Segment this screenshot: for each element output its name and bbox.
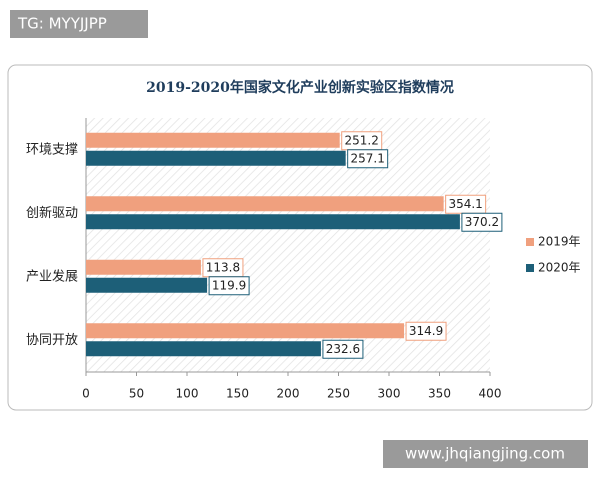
x-tick-label: 100 — [176, 387, 199, 401]
bar — [86, 132, 340, 148]
legend-label: 2020年 — [538, 261, 581, 275]
y-tick-label: 协同开放 — [26, 333, 78, 348]
y-tick-label: 产业发展 — [26, 268, 78, 284]
data-label-box — [347, 149, 389, 169]
data-label-box — [405, 321, 447, 341]
data-label: 257.1 — [350, 151, 384, 165]
x-tick-label: 400 — [479, 387, 502, 401]
bar — [86, 323, 405, 339]
data-label: 113.8 — [206, 260, 240, 274]
x-tick-label: 300 — [378, 387, 401, 401]
data-label: 119.9 — [212, 278, 246, 292]
x-tick-label: 350 — [428, 387, 451, 401]
x-tick-label: 0 — [82, 387, 90, 401]
legend-swatch — [526, 238, 534, 246]
x-tick-label: 200 — [277, 387, 300, 401]
data-label: 370.2 — [465, 215, 499, 229]
data-label-box — [322, 339, 364, 359]
data-label: 251.2 — [345, 133, 379, 147]
bar — [86, 150, 346, 166]
watermark-box — [10, 10, 148, 38]
x-tick-label: 150 — [226, 387, 249, 401]
bar — [86, 277, 208, 293]
watermark-box — [383, 440, 588, 468]
x-tick-label: 250 — [327, 387, 350, 401]
bar — [86, 214, 460, 230]
data-label-box — [208, 276, 250, 296]
bar — [86, 196, 444, 212]
watermark: TG: MYYJJPP — [17, 15, 107, 33]
y-tick-label: 环境支撑 — [26, 142, 78, 157]
bar — [86, 259, 201, 275]
watermark: www.jhqiangjing.com — [405, 445, 565, 463]
y-tick-label: 创新驱动 — [26, 205, 78, 221]
data-label: 354.1 — [448, 197, 482, 211]
chart-title: 2019-2020年国家文化产业创新实验区指数情况 — [146, 79, 454, 96]
bar — [86, 341, 321, 357]
data-label: 232.6 — [326, 342, 360, 356]
data-label: 314.9 — [409, 324, 443, 338]
x-tick-label: 50 — [129, 387, 144, 401]
legend-label: 2019年 — [538, 235, 581, 249]
data-label-box — [461, 212, 503, 232]
legend-swatch — [526, 264, 534, 272]
